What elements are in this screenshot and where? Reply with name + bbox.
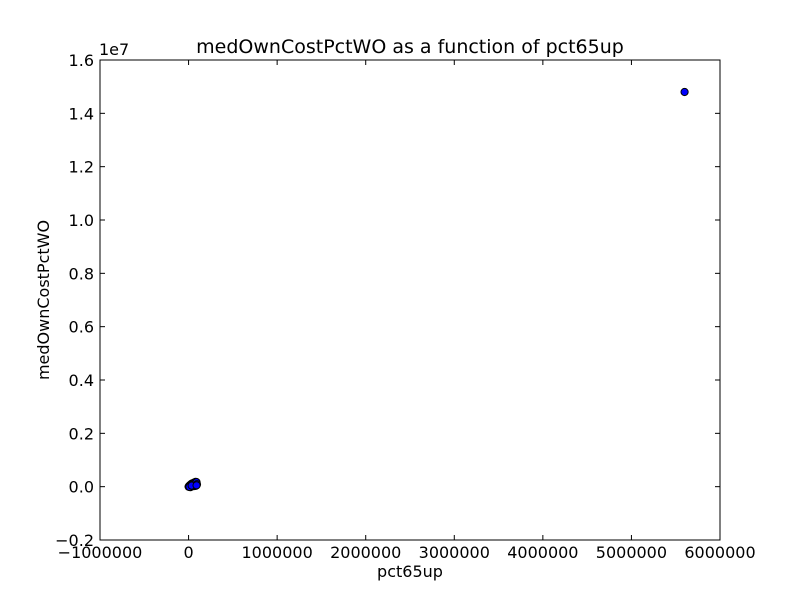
x-tick-label: −1000000	[58, 543, 143, 562]
y-tick-label: 0.4	[69, 371, 94, 390]
x-tick-label: 6000000	[684, 543, 755, 562]
y-tick-label: 0.8	[69, 264, 94, 283]
y-tick-label: 1.2	[69, 158, 94, 177]
y-tick-label: 0.0	[69, 478, 94, 497]
x-tick-label: 5000000	[596, 543, 667, 562]
data-point	[680, 87, 689, 97]
y-tick-label: 0.2	[69, 424, 94, 443]
x-axis-label: pct65up	[377, 562, 443, 581]
y-tick-label: 0.6	[69, 318, 94, 337]
plot-frame	[99, 59, 721, 541]
y-tick-label: 1.4	[69, 104, 94, 123]
y-tick-label: 1.0	[69, 211, 94, 230]
x-tick-label: 2000000	[330, 543, 401, 562]
y-axis: −0.2 0.0 0.2 0.4 0.6 0.8 1.0 1.2 1.4 1.6	[55, 51, 720, 550]
points-layer	[184, 87, 689, 492]
chart-title: medOwnCostPctWO as a function of pct65up	[196, 36, 624, 58]
x-axis: −1000000 0 1000000 2000000 3000000 4000000 500…	[58, 60, 756, 562]
x-tick-label: 1000000	[242, 543, 313, 562]
y-offset-label: 1e7	[99, 40, 129, 59]
plot-area	[100, 60, 720, 540]
y-axis-label: medOwnCostPctWO	[34, 220, 53, 380]
x-tick-label: 0	[183, 543, 193, 562]
x-tick-label: 3000000	[419, 543, 490, 562]
y-tick-label: −0.2	[55, 531, 94, 550]
y-tick-label: 1.6	[69, 51, 94, 70]
data-point	[192, 481, 201, 490]
x-tick-label: 4000000	[507, 543, 578, 562]
